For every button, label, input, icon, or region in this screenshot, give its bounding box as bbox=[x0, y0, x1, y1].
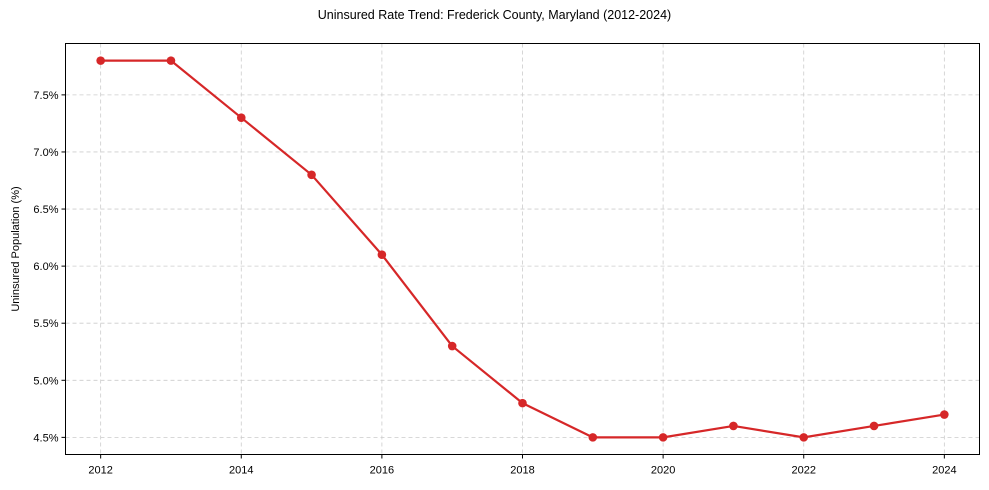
data-point-marker bbox=[658, 433, 668, 442]
x-tick-label: 2016 bbox=[370, 465, 394, 477]
data-series bbox=[96, 56, 949, 442]
data-point-marker bbox=[307, 170, 316, 180]
y-tick-label: 5.5% bbox=[33, 318, 58, 330]
x-tick-label: 2020 bbox=[651, 465, 675, 477]
data-point-marker bbox=[869, 421, 879, 431]
data-point-marker bbox=[518, 398, 527, 408]
y-tick-label: 5.0% bbox=[33, 375, 58, 387]
x-tick-label: 2022 bbox=[791, 465, 815, 477]
x-tick-label: 2012 bbox=[88, 465, 112, 477]
y-tick-label: 4.5% bbox=[33, 432, 58, 444]
y-axis: 4.5% 5.0% 5.5% 6.0% 6.5% 7.0% 7.5% bbox=[33, 90, 66, 444]
grid-lines bbox=[65, 43, 980, 455]
y-tick-label: 7.0% bbox=[33, 147, 58, 159]
x-tick-label: 2014 bbox=[229, 465, 253, 477]
data-point-marker bbox=[96, 56, 105, 65]
x-tick-label: 2024 bbox=[932, 465, 956, 477]
plot-frame bbox=[65, 43, 980, 455]
data-point-marker bbox=[729, 421, 738, 431]
data-point-marker bbox=[166, 56, 176, 65]
x-axis: 2012 2014 2016 2018 2020 2022 2024 bbox=[88, 454, 957, 477]
data-point-marker bbox=[236, 113, 246, 123]
y-tick-label: 6.0% bbox=[33, 261, 58, 273]
x-tick-label: 2018 bbox=[510, 465, 534, 477]
data-point-marker bbox=[588, 433, 598, 442]
data-point-marker bbox=[940, 410, 949, 419]
y-tick-label: 6.5% bbox=[33, 204, 58, 216]
chart-title: Uninsured Rate Trend: Frederick County, … bbox=[317, 8, 672, 22]
data-point-marker bbox=[377, 250, 387, 260]
y-tick-label: 7.5% bbox=[33, 90, 58, 102]
data-point-marker bbox=[799, 433, 809, 442]
data-point-marker bbox=[447, 341, 457, 351]
